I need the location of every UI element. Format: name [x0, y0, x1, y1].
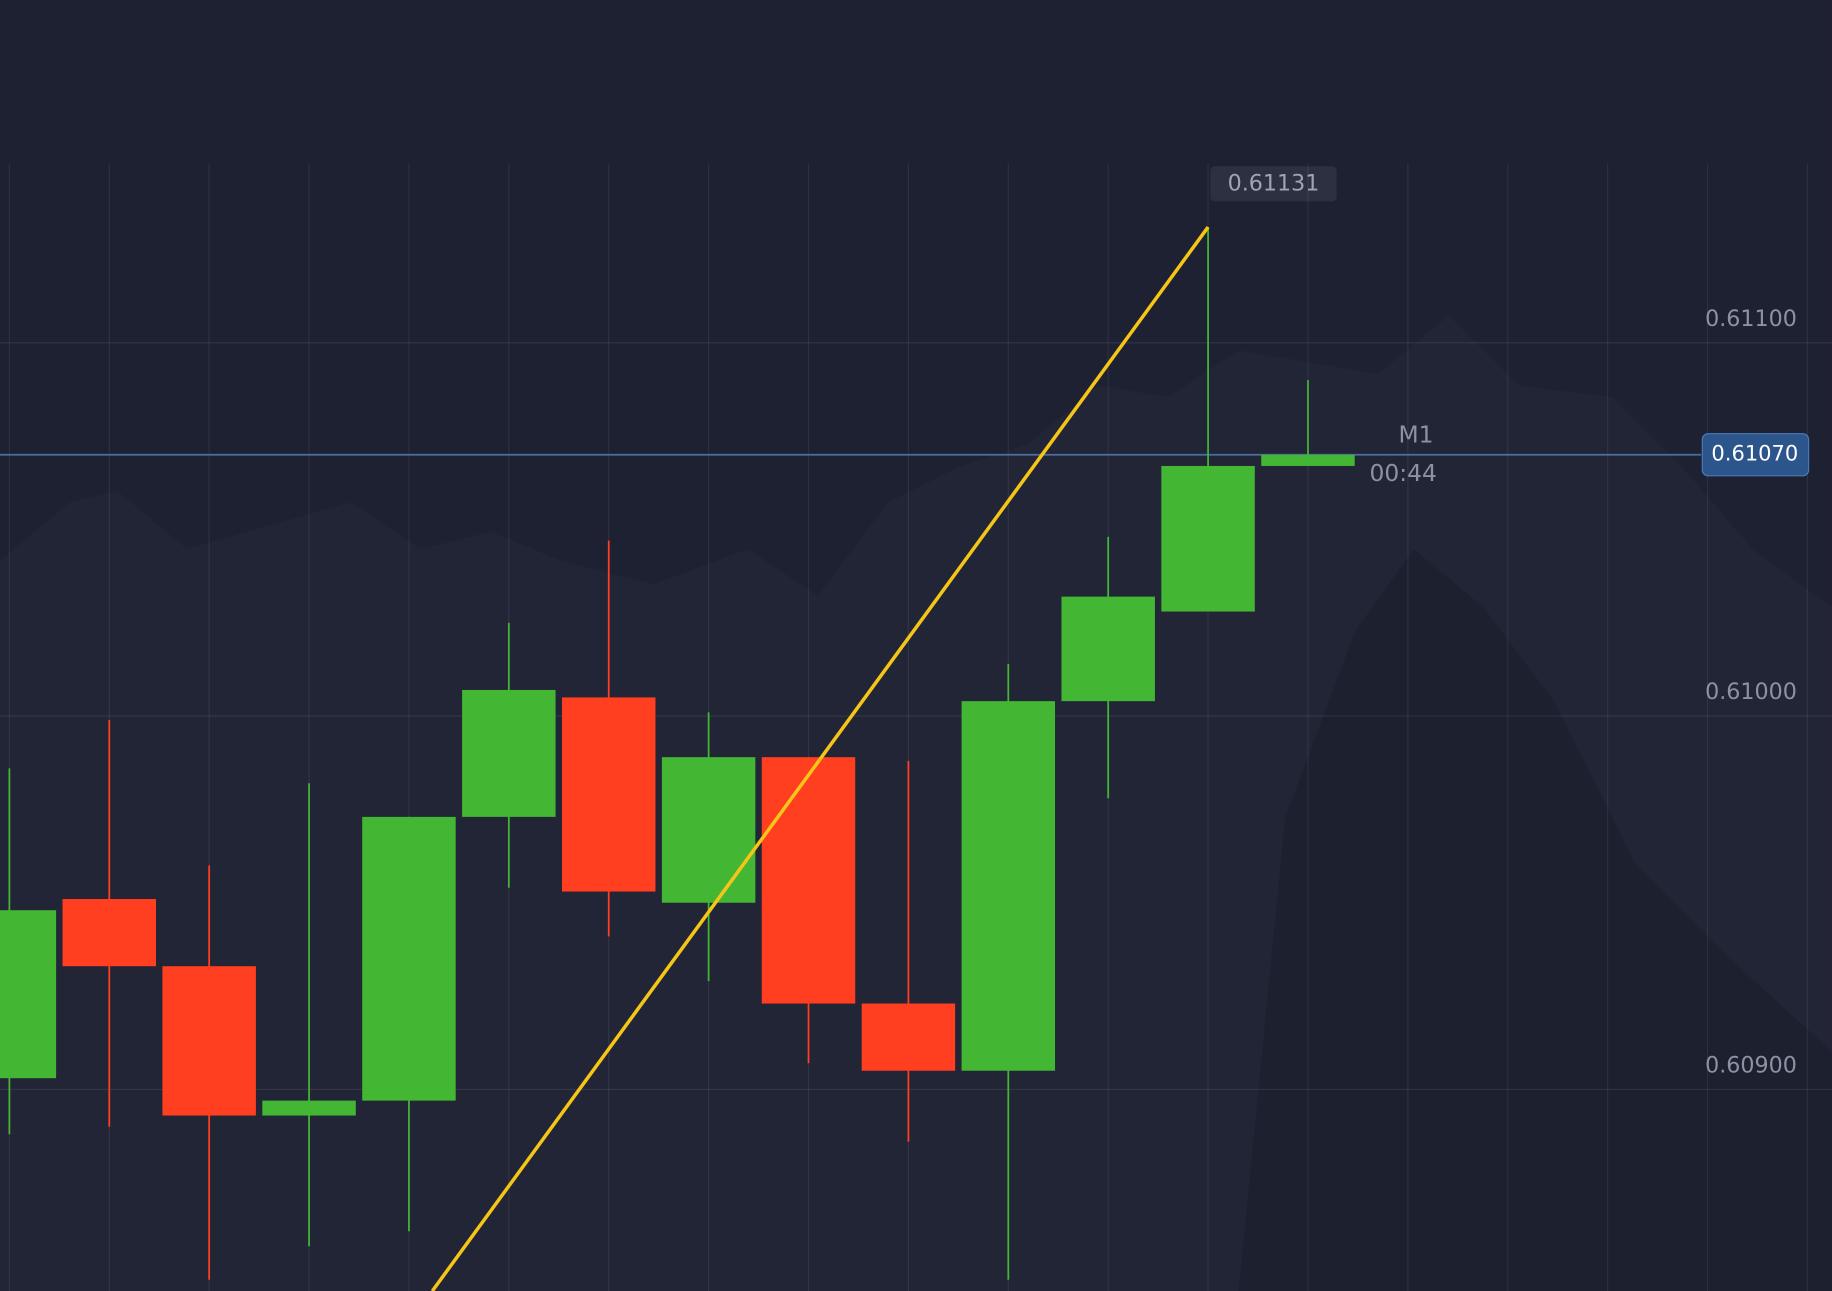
candle-body — [262, 1100, 356, 1116]
trend-line — [430, 225, 1210, 1291]
candle-body — [362, 816, 456, 1101]
candle-body — [62, 899, 157, 967]
candle-body — [761, 757, 856, 1004]
y-tick-label: 0.61100 — [1705, 306, 1797, 332]
current-price-badge — [1701, 433, 1810, 477]
candle-body — [0, 910, 57, 1079]
candle-body — [162, 966, 256, 1116]
candle-body — [561, 697, 656, 892]
candle-body — [1161, 465, 1255, 612]
timer-label: 00:44 — [1370, 459, 1437, 487]
candles — [0, 225, 1355, 1291]
labels: 0.60900 0.61000 0.61100 0.61131 M1 00:44 0.610… — [1210, 166, 1810, 1079]
background-peak — [1238, 549, 1832, 1291]
timeframe-label: M1 — [1399, 421, 1434, 449]
candle-body — [1261, 454, 1355, 466]
current-price-label: 0.61070 — [1711, 441, 1798, 466]
candle-body — [861, 1003, 956, 1071]
candle-body — [961, 701, 1056, 1071]
candle-body — [661, 757, 756, 903]
high-label-box — [1210, 166, 1337, 202]
y-tick-label: 0.61000 — [1705, 679, 1797, 705]
candle-body — [462, 689, 556, 817]
candle-body — [1061, 596, 1155, 702]
high-label: 0.61131 — [1228, 170, 1320, 196]
y-tick-label: 0.60900 — [1705, 1053, 1797, 1079]
